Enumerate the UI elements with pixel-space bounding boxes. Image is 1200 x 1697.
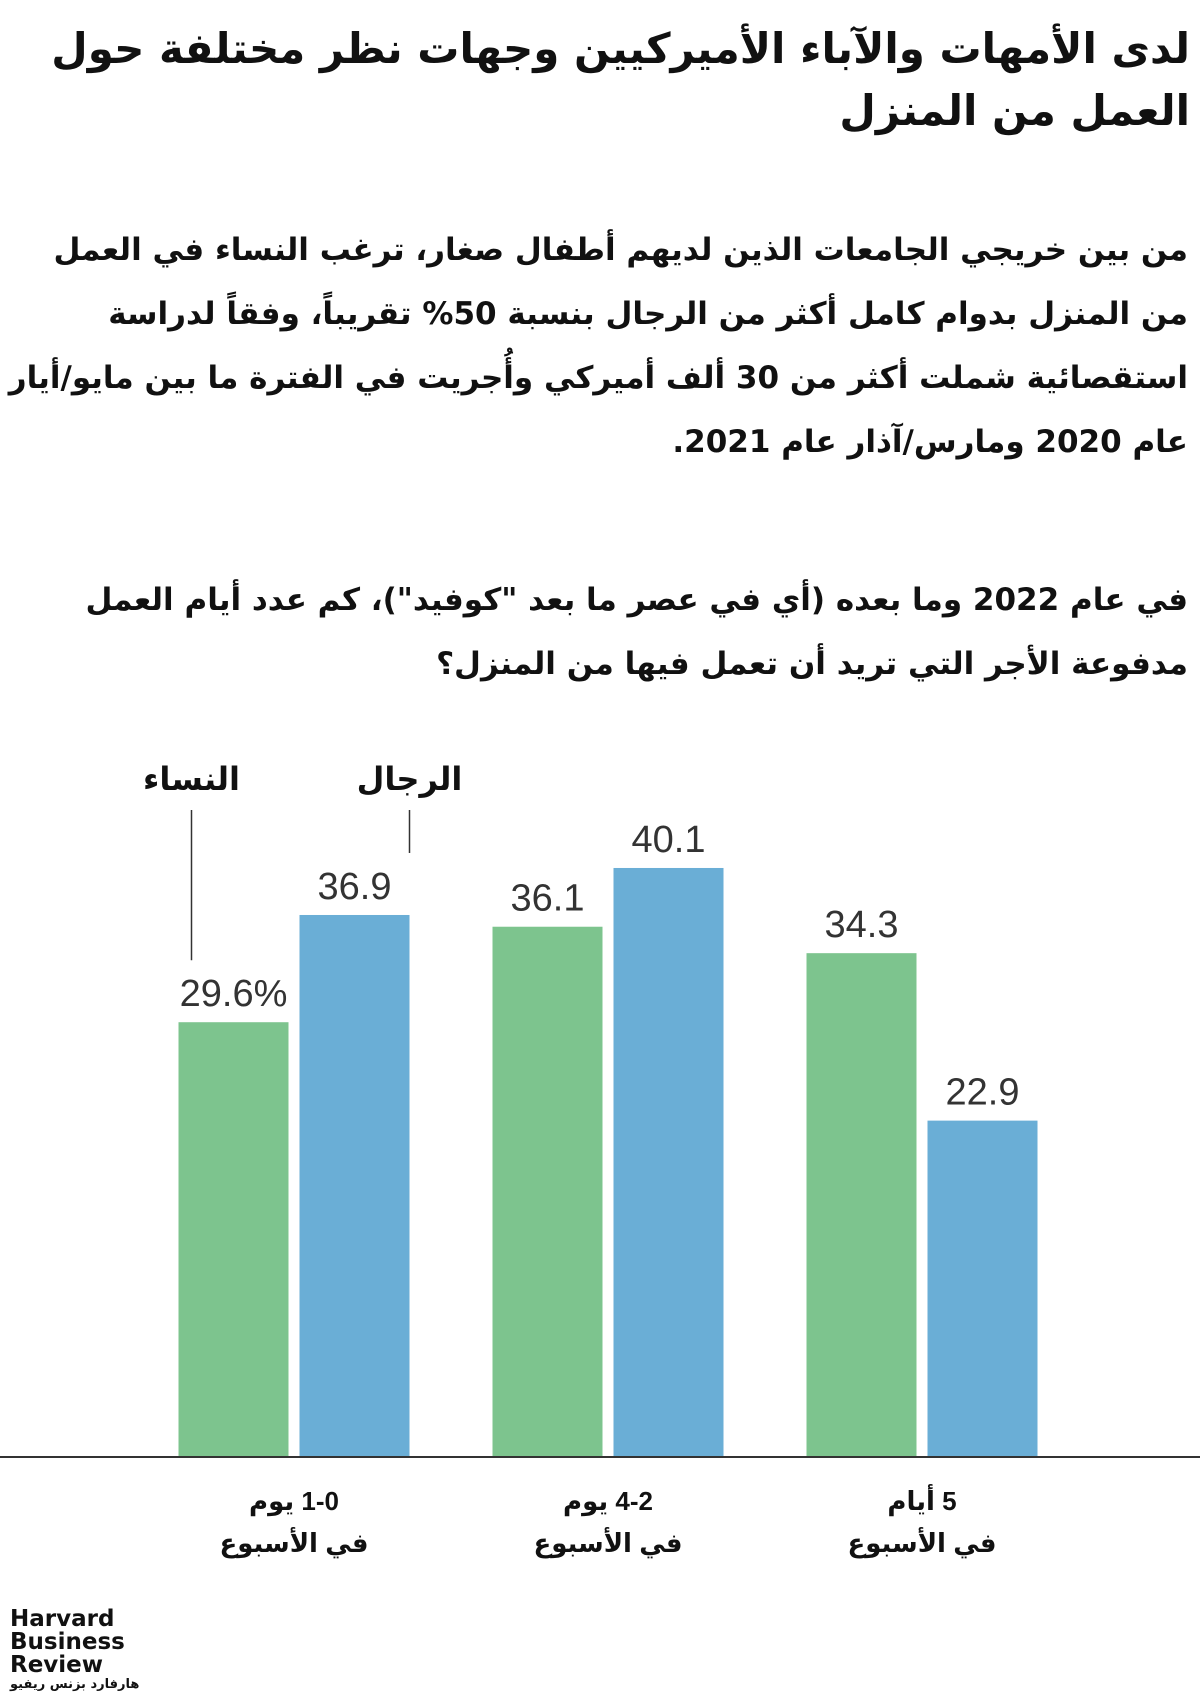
value-label: 36.1 <box>511 878 585 920</box>
logo-line: Review <box>10 1652 104 1678</box>
legend-label: النساء <box>143 761 240 797</box>
chart-question: في عام 2022 وما بعده (أي في عصر ما بعد "… <box>85 582 1188 682</box>
logo-arabic: هارفارد بزنس ريفيو <box>10 1677 140 1692</box>
value-label: 22.9 <box>946 1072 1020 1114</box>
logo-line: Business <box>10 1629 125 1655</box>
x-tick-label: في الأسبوع <box>533 1527 682 1559</box>
value-label: 36.9 <box>318 866 392 908</box>
logo-line: Harvard <box>10 1606 115 1632</box>
chart-subtitle: من بين خريجي الجامعات الذين لديهم أطفال … <box>8 232 1188 460</box>
legend-label: الرجال <box>357 761 463 798</box>
bar <box>178 1022 289 1457</box>
x-tick-label: في الأسبوع <box>219 1527 368 1559</box>
value-label: 29.6% <box>180 973 288 1015</box>
x-tick-label: 1-0 يوم <box>249 1486 339 1517</box>
x-tick-label: 5 أيام <box>887 1484 956 1517</box>
bar <box>299 914 410 1457</box>
value-label: 34.3 <box>825 904 899 946</box>
chart-title: لدى الأمهات والآباء الأميركيين وجهات نظر… <box>51 24 1190 135</box>
bar <box>806 953 917 1457</box>
value-label: 40.1 <box>632 819 706 861</box>
x-tick-label: في الأسبوع <box>847 1527 996 1559</box>
bar <box>927 1120 1038 1457</box>
logo: Harvard Business Review <box>10 1608 125 1677</box>
x-tick-label: 4-2 يوم <box>563 1486 653 1517</box>
bar <box>613 867 724 1457</box>
bar <box>492 926 603 1457</box>
